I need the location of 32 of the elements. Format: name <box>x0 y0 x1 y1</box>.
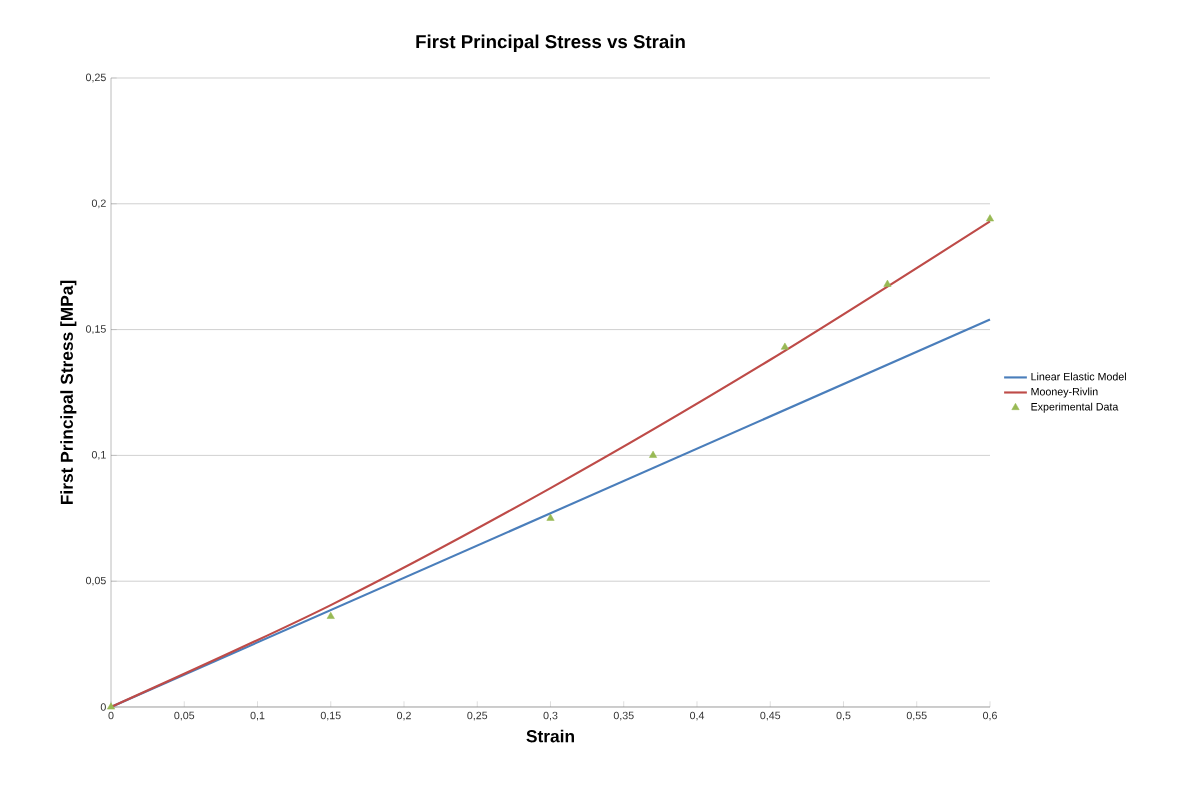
x-tick-label: 0,6 <box>983 711 997 721</box>
x-tick-label: 0,35 <box>613 711 634 721</box>
legend-label: Mooney-Rivlin <box>1031 387 1098 398</box>
y-tick-label: 0 <box>100 703 106 711</box>
y-tick-label: 0,1 <box>91 450 106 460</box>
point <box>649 450 658 458</box>
y-axis-title: First Principal Stress [MPa] <box>60 280 77 505</box>
x-tick-label: 0,25 <box>467 711 488 721</box>
y-tick-label: 0,15 <box>85 325 106 334</box>
x-tick-label: 0,3 <box>543 711 558 721</box>
y-tick-label: 0,2 <box>91 199 106 209</box>
x-tick-label: 0,4 <box>690 711 705 721</box>
x-tick-label: 0,05 <box>174 711 195 721</box>
x-tick-label: 0,45 <box>760 711 781 721</box>
chart-title: First Principal Stress vs Strain <box>416 34 685 52</box>
point <box>107 702 115 710</box>
x-tick-label: 0 <box>108 711 114 720</box>
point <box>780 342 789 350</box>
y-tick-label: 0,05 <box>85 576 106 586</box>
y-tick-label: 0,25 <box>85 73 106 83</box>
point <box>883 279 892 287</box>
legend-label: Experimental Data <box>1031 402 1119 413</box>
x-axis-title: Strain <box>526 729 574 743</box>
point <box>546 513 555 521</box>
x-tick-label: 0,2 <box>397 711 411 721</box>
x-tick-label: 0,1 <box>250 711 265 721</box>
x-tick-label: 0,55 <box>906 711 927 721</box>
point <box>986 214 994 222</box>
x-tick-label: 0,15 <box>320 711 341 721</box>
legend-label: Linear Elastic Model <box>1031 372 1126 381</box>
x-tick-label: 0,5 <box>836 711 851 721</box>
point <box>326 611 335 619</box>
